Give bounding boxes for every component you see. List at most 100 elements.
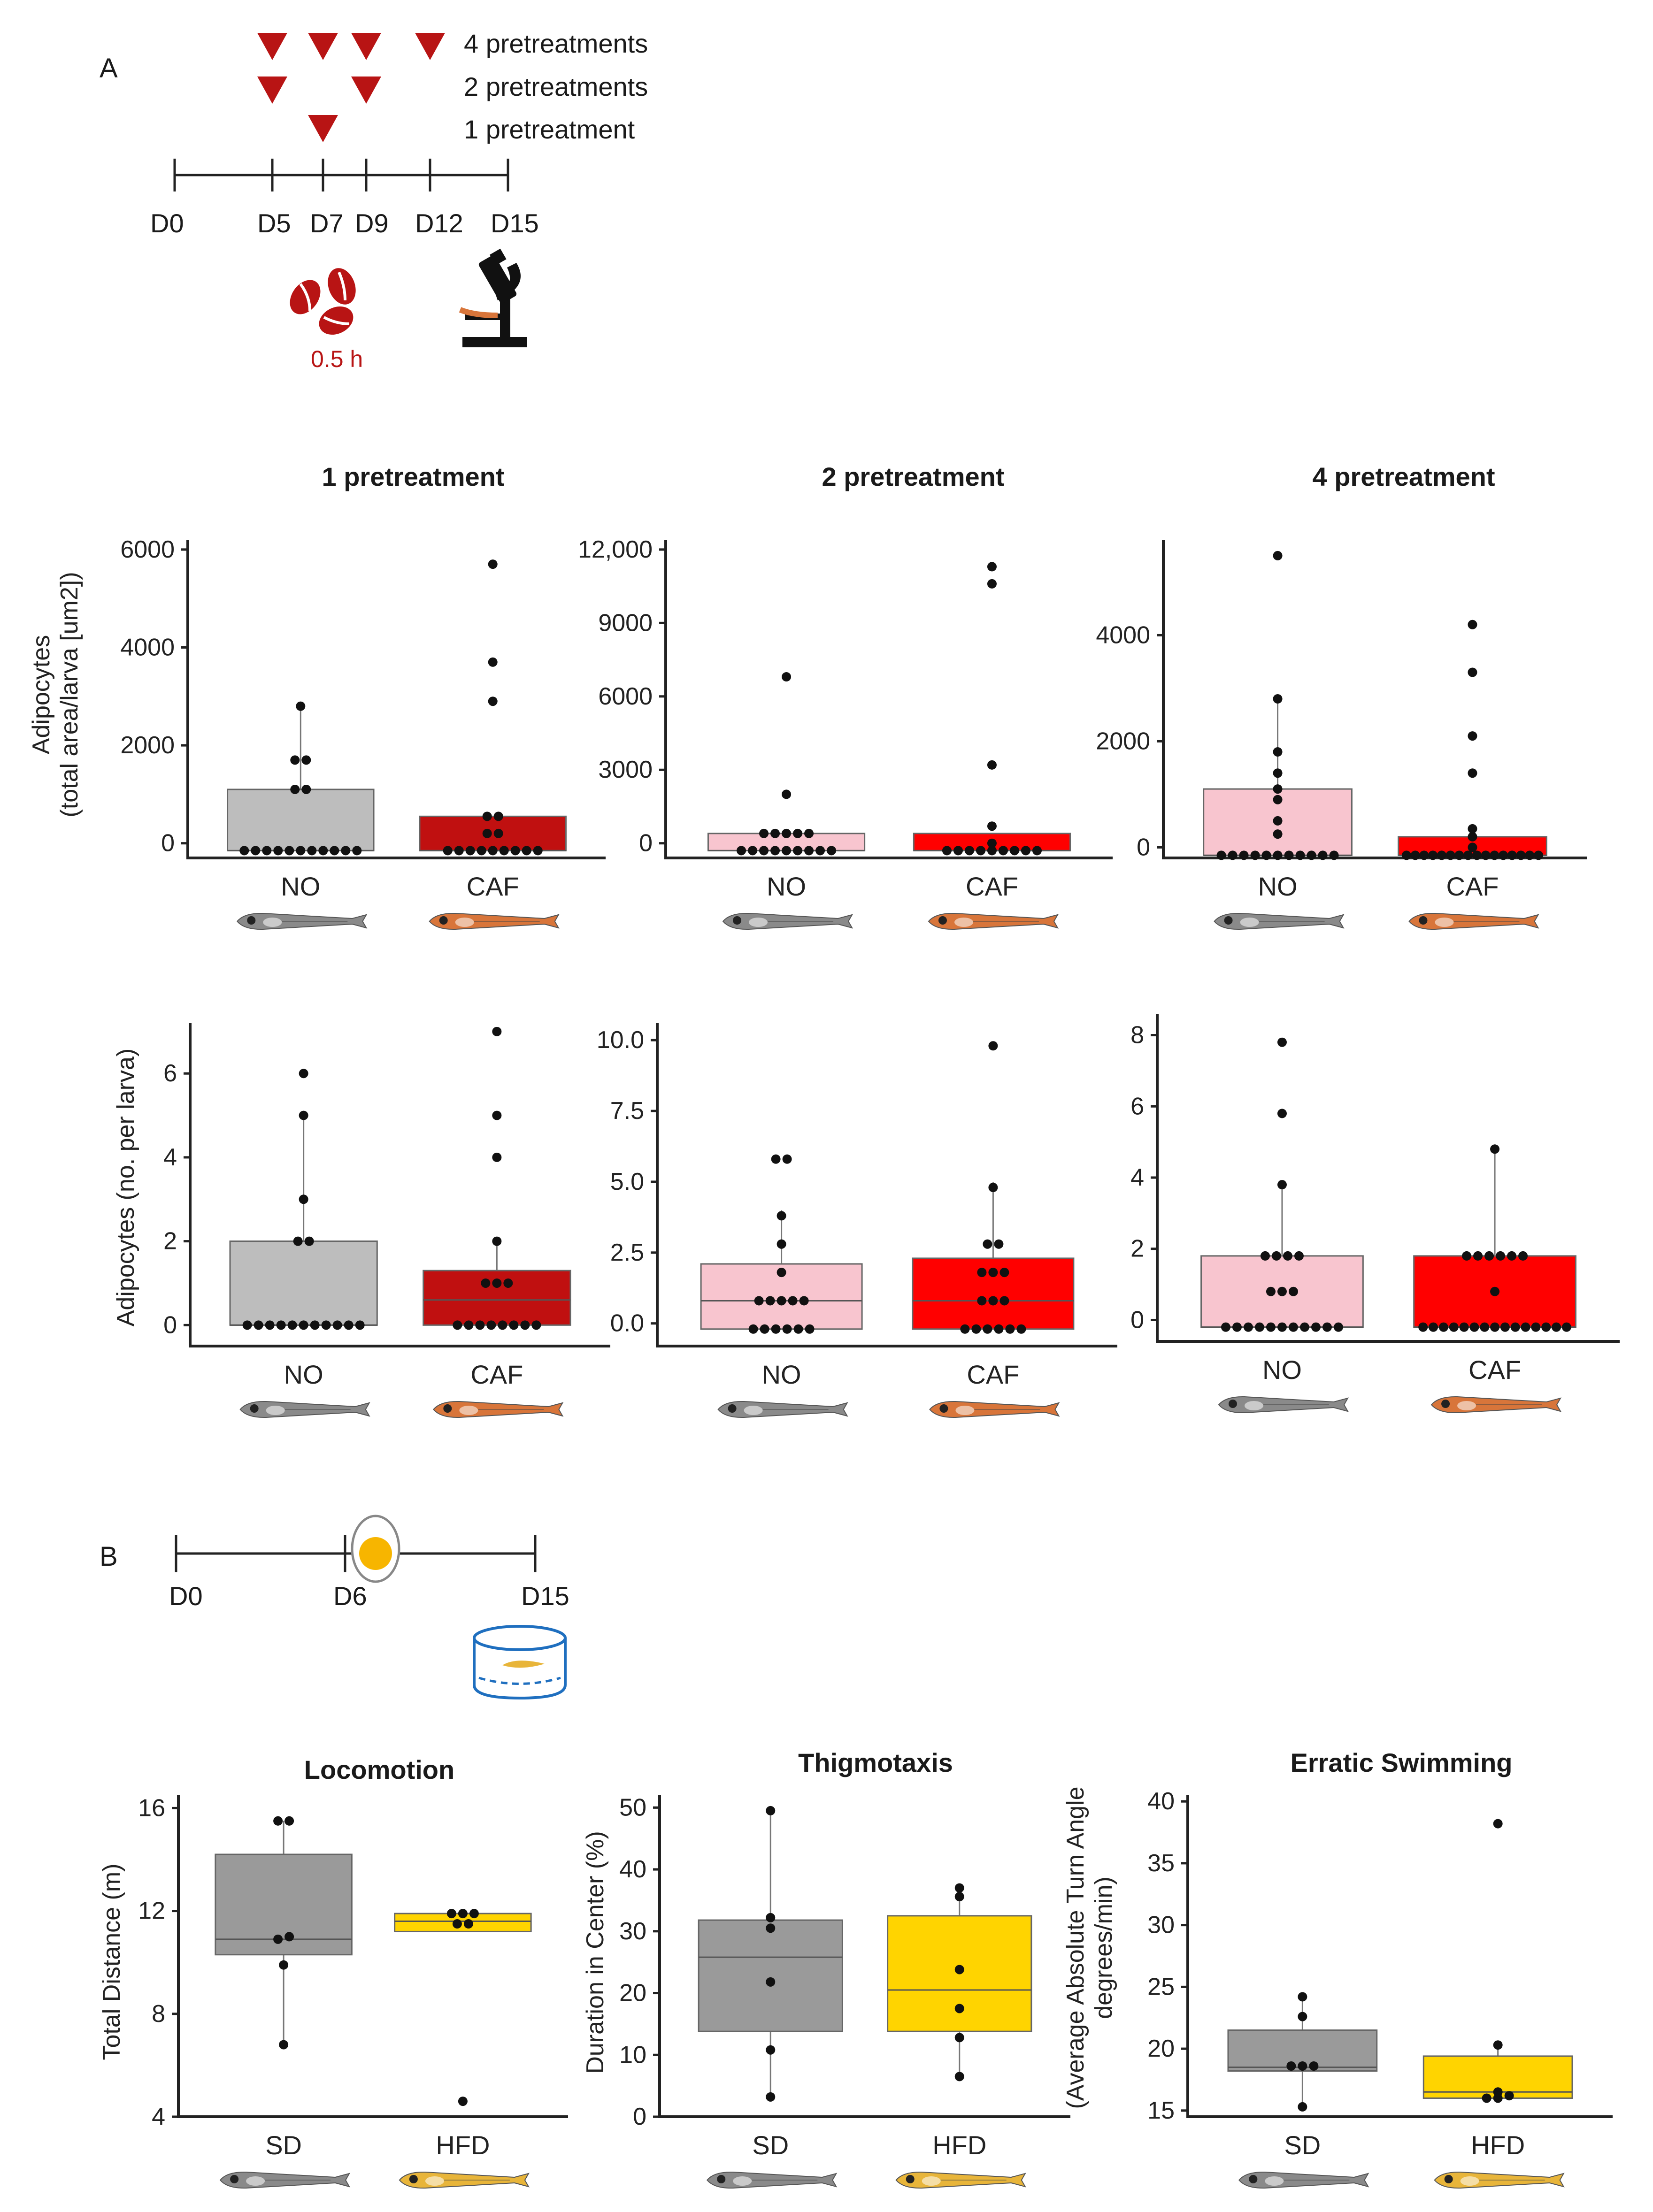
y-tick-label: 8 [152, 2000, 165, 2028]
data-point [531, 1320, 541, 1330]
data-point [782, 828, 792, 838]
y-tick-label: 4 [152, 2103, 165, 2130]
exposure-duration: 0.5 h [311, 346, 363, 372]
data-point [1286, 2061, 1296, 2071]
marker-1pt-d7 [308, 115, 338, 142]
x-category-label: CAF [470, 1360, 523, 1389]
y-tick-label: 40 [1147, 1788, 1175, 1815]
y-tick-label: 0 [639, 830, 653, 857]
data-point [1428, 850, 1438, 860]
data-point [1277, 1180, 1287, 1190]
legend-1-pretreatment: 1 pretreatment [464, 115, 635, 144]
data-point [827, 846, 837, 856]
data-point [352, 846, 362, 856]
data-point [1298, 2012, 1307, 2021]
y-tick-label: 7.5 [610, 1097, 644, 1125]
y-axis-label: Duration in Center (%) [582, 1831, 609, 2074]
data-point [1311, 1322, 1321, 1332]
data-point [799, 1296, 809, 1306]
y-tick-label: 8 [1130, 1022, 1144, 1049]
timeline-label-d7: D7 [310, 208, 344, 238]
data-point [782, 846, 792, 856]
data-point [1221, 1322, 1230, 1332]
marker-4pt-d7 [308, 33, 338, 60]
larva-grey-icon [1218, 1396, 1349, 1414]
larva-grey-icon [219, 2171, 351, 2189]
data-point [1468, 842, 1477, 852]
data-point [493, 811, 503, 821]
data-point [251, 846, 261, 856]
data-point [777, 1296, 786, 1306]
axis-lines [664, 540, 1113, 859]
data-point [482, 828, 492, 838]
x-category-label: HFD [1471, 2130, 1525, 2160]
marker-4pt-d12 [415, 33, 445, 60]
data-point [464, 1320, 474, 1330]
timeline-label-d12: D12 [415, 208, 463, 238]
data-point [1333, 1322, 1343, 1332]
data-point [465, 846, 475, 856]
larva-yellow-icon [1434, 2171, 1565, 2189]
data-point [1507, 1251, 1517, 1261]
data-point [1469, 1322, 1479, 1332]
data-point [458, 2097, 468, 2106]
data-point [1298, 1992, 1307, 2002]
data-point [273, 846, 283, 856]
data-point [998, 846, 1008, 856]
larva-grey-icon [1214, 912, 1345, 930]
data-point [492, 1236, 502, 1246]
x-category-label: CAF [1468, 1355, 1521, 1385]
coffee-bean-icon [290, 268, 356, 335]
data-point [492, 1278, 502, 1288]
chart-a2: 2 pretreatment 0 3000 6000 9000 12,000 NO CAF [578, 462, 1113, 930]
chart-title: Thigmotaxis [798, 1748, 953, 1777]
y-axis-label-line: Total Distance (m) [98, 1864, 125, 2060]
y-axis-label-line: (Average Absolute Turn Angle [1062, 1786, 1089, 2109]
y-axis-label-line: (total area/larva [um2]) [56, 572, 83, 817]
data-point [766, 1806, 776, 1815]
data-point [964, 846, 974, 856]
data-point [310, 1320, 320, 1330]
y-tick-label: 10.0 [597, 1026, 644, 1054]
data-point [276, 1320, 286, 1330]
data-point [777, 1239, 786, 1249]
box-sd [698, 1919, 843, 2032]
timeline-label-d15: D15 [491, 208, 539, 238]
y-tick-label: 0 [161, 830, 175, 857]
data-point [987, 821, 997, 831]
microscope-icon [459, 248, 527, 347]
timeline-b-label-d15: D15 [521, 1581, 569, 1611]
panel-b-schematic: B D0 D6 D15 [100, 1515, 569, 1700]
timeline-label-d9: D9 [355, 208, 389, 238]
chart-a6: 0 2 4 6 8 NO CAF [1130, 1014, 1620, 1414]
data-point [759, 828, 769, 838]
data-point [1250, 850, 1260, 860]
data-point [1500, 1322, 1510, 1332]
larva-grey-icon [717, 1401, 848, 1418]
data-point [1504, 2091, 1514, 2101]
larva-grey-icon [722, 912, 853, 930]
data-point [454, 846, 464, 856]
data-point [953, 846, 963, 856]
data-point [815, 846, 825, 856]
y-tick-label: 5.0 [610, 1168, 644, 1195]
y-tick-label: 0 [163, 1311, 177, 1339]
box-caf [419, 815, 567, 851]
y-tick-label: 20 [1147, 2035, 1175, 2062]
x-category-label: CAF [967, 1360, 1019, 1389]
data-point [1490, 850, 1499, 860]
timeline-a: D0 D5 D7 D9 D12 D15 [150, 159, 539, 238]
y-axis-label: Total Distance (m) [98, 1864, 125, 2060]
larva-grey-icon [1238, 2171, 1369, 2189]
data-point [987, 760, 997, 770]
data-point [1472, 850, 1482, 860]
data-point [987, 562, 997, 572]
data-point [994, 1324, 1004, 1334]
y-tick-label: 30 [1147, 1912, 1175, 1939]
data-point [481, 1278, 491, 1288]
x-category-label: NO [1258, 872, 1298, 901]
data-point [493, 828, 503, 838]
data-point [971, 1324, 981, 1334]
y-tick-label: 2000 [1096, 727, 1150, 755]
y-tick-label: 4000 [120, 634, 175, 661]
